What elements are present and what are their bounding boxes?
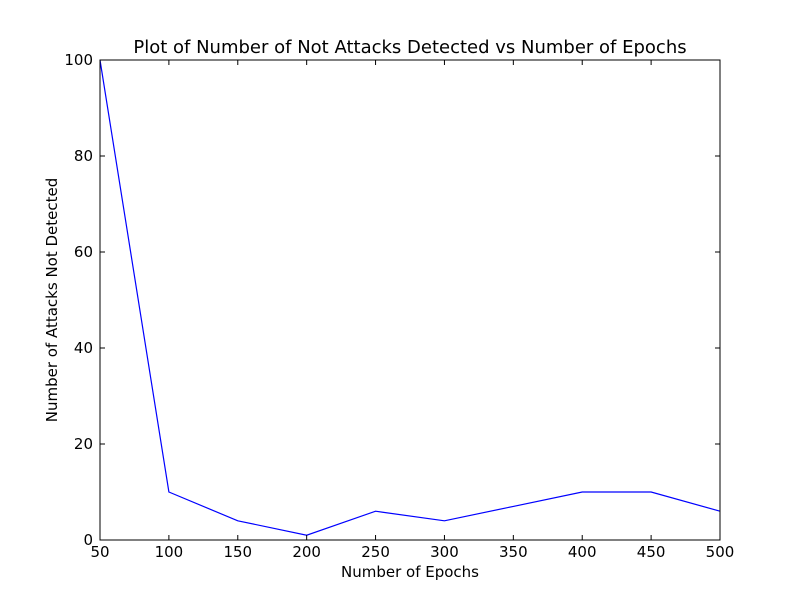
x-tick-label: 200 bbox=[292, 543, 321, 561]
x-axis-ticks: 50 100 150 200 250 300 350 400 450 500 bbox=[90, 60, 734, 561]
y-tick-label: 100 bbox=[64, 51, 93, 69]
plot-area bbox=[100, 60, 720, 540]
y-tick-label: 80 bbox=[74, 147, 93, 165]
series-layer bbox=[99, 59, 721, 536]
y-axis-label: Number of Attacks Not Detected bbox=[43, 178, 61, 423]
x-tick-label: 500 bbox=[706, 543, 735, 561]
x-tick-label: 150 bbox=[223, 543, 252, 561]
x-axis-label: Number of Epochs bbox=[341, 563, 479, 581]
x-tick-label: 300 bbox=[430, 543, 459, 561]
x-tick-label: 250 bbox=[361, 543, 390, 561]
chart-title: Plot of Number of Not Attacks Detected v… bbox=[133, 37, 686, 58]
x-tick-label: 350 bbox=[499, 543, 528, 561]
x-tick-label: 450 bbox=[637, 543, 666, 561]
y-tick-label: 0 bbox=[83, 531, 93, 549]
x-tick-label: 50 bbox=[90, 543, 109, 561]
plot-background bbox=[100, 60, 720, 540]
y-tick-label: 20 bbox=[74, 435, 93, 453]
y-tick-label: 60 bbox=[74, 243, 93, 261]
y-tick-label: 40 bbox=[74, 339, 93, 357]
y-axis-ticks: 0 20 40 60 80 100 bbox=[64, 51, 720, 549]
series-line-0 bbox=[99, 59, 721, 536]
x-tick-label: 400 bbox=[568, 543, 597, 561]
plot-frame bbox=[99, 59, 721, 541]
x-tick-label: 100 bbox=[155, 543, 184, 561]
